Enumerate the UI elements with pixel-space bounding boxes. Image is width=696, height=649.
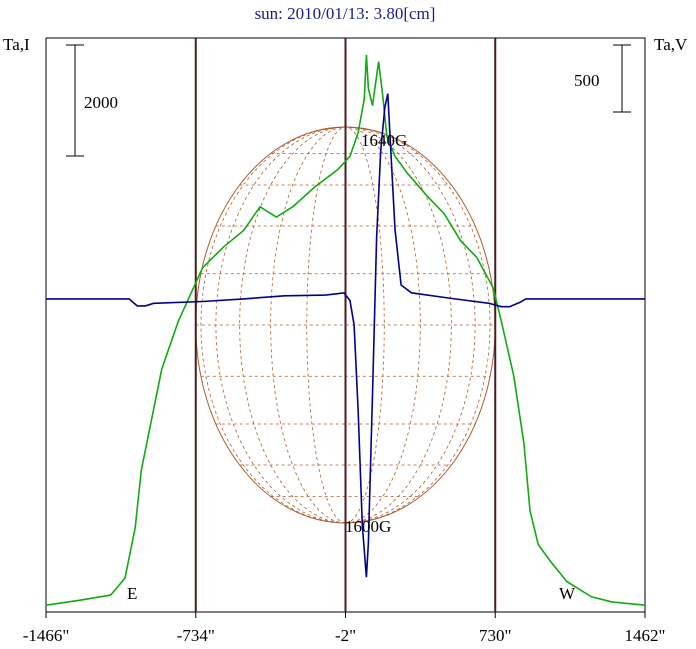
scale-bar-right-label: 500 [574,71,600,90]
scale-bar-left [66,44,84,157]
west-limb-label: W [559,584,576,603]
x-tick-label-2: -2" [335,626,356,645]
limb-lines [194,38,497,612]
x-tick-label-0: -1466" [23,626,70,645]
x-tick-label-3: 730" [479,626,511,645]
x-tick-labels: -1466" -734" -2" 730" 1462" [23,626,666,645]
meridian-6 [345,126,385,524]
meridian-2 [239,126,346,524]
east-limb-label: E [127,584,137,603]
right-axis-label: Ta,V [654,35,688,54]
left-axis-label: Ta,I [3,35,30,54]
scale-bar-right [613,44,631,113]
meridian-7 [345,126,421,524]
chart-title: sun: 2010/01/13: 3.80[cm] [255,4,436,23]
meridian-9 [345,126,476,524]
series-polarization-line [46,93,645,578]
series-intensity-line [45,54,646,606]
min-field-annotation: 1600G [345,517,391,536]
x-tick-label-4: 1462" [625,626,666,645]
scale-bar-left-label: 2000 [84,93,118,112]
x-tick-marks [45,612,646,618]
x-tick-label-1: -734" [177,626,215,645]
max-field-annotation: 1640G [361,131,407,150]
